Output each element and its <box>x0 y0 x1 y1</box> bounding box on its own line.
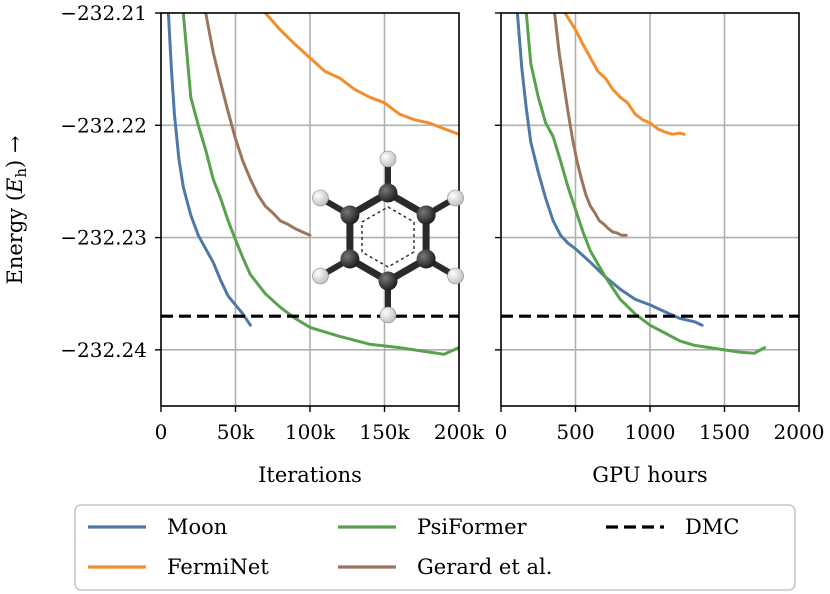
x-tick-label: 2000 <box>774 420 825 444</box>
legend-label: Moon <box>167 515 227 539</box>
x-tick-label: 100k <box>285 420 336 444</box>
series-line-moon <box>515 13 704 327</box>
series-line-gerard-et-al <box>553 13 628 237</box>
legend: Moon PsiFormer DMC FermiNet Gerard et al. <box>74 504 796 591</box>
series-line-psiformer <box>524 13 767 355</box>
x-tick-label: 1500 <box>699 420 750 444</box>
series-line-gerard-et-al <box>204 13 312 237</box>
legend-item-psiformer: PsiFormer <box>338 515 528 539</box>
legend-item-moon: Moon <box>88 515 227 539</box>
x-axis-label: GPU hours <box>592 463 707 487</box>
x-tick-label: 0 <box>155 420 168 444</box>
legend-label: Gerard et al. <box>417 555 552 579</box>
series-line-ferminet <box>263 13 459 136</box>
legend-label: DMC <box>685 515 739 539</box>
x-tick-label: 200k <box>434 420 485 444</box>
y-tick-label: −232.24 <box>60 338 147 362</box>
x-tick-label: 150k <box>359 420 410 444</box>
x-tick-label: 50k <box>217 420 255 444</box>
x-tick-label: 0 <box>495 420 508 444</box>
x-axis-label: Iterations <box>258 463 362 487</box>
y-tick-label: −232.21 <box>60 1 147 25</box>
benzene-molecule-icon <box>312 150 464 324</box>
legend-item-dmc: DMC <box>606 515 739 539</box>
y-tick-label: −232.22 <box>60 113 147 137</box>
x-tick-label: 1000 <box>625 420 676 444</box>
legend-item-gerard-et-al: Gerard et al. <box>338 555 552 579</box>
legend-item-ferminet: FermiNet <box>88 555 269 579</box>
legend-label: FermiNet <box>167 555 269 579</box>
gpu-hours-panel: 0 500 1000 1500 2000 GPU hours <box>495 12 825 487</box>
y-axis-label: Energy (Eh) → <box>3 136 30 285</box>
legend-label: PsiFormer <box>417 515 528 539</box>
series-line-psiformer <box>181 13 459 356</box>
iterations-panel: 0 50k 100k 150k 200k −232.21 −232.22 −232.23 −23… <box>60 1 485 487</box>
y-tick-label: −232.23 <box>60 226 147 250</box>
series-line-moon <box>166 13 252 327</box>
x-tick-label: 500 <box>556 420 594 444</box>
series-line-ferminet <box>563 13 686 136</box>
